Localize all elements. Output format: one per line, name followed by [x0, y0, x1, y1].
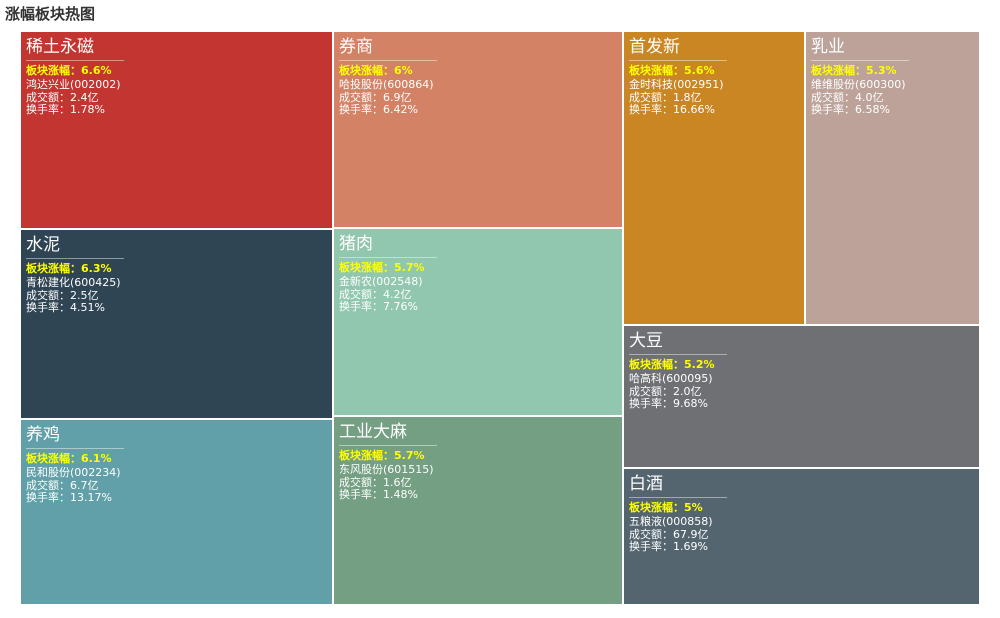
sector-name: 工业大麻 [339, 422, 407, 442]
sector-name: 白酒 [629, 474, 663, 494]
label-divider [26, 258, 124, 259]
sector-rise: 板块涨幅：5.6% [629, 64, 715, 77]
label-divider [339, 60, 437, 61]
treemap-cell[interactable]: 稀土永磁板块涨幅：6.6% 鸿达兴业(002002) 成交额：2.4亿 换手率：1.7… [21, 32, 332, 228]
leading-stock: 鸿达兴业(002002) [26, 78, 121, 91]
treemap-cell[interactable]: 养鸡板块涨幅：6.1% 民和股份(002234) 成交额：6.7亿 换手率：13.17… [21, 420, 332, 604]
treemap-cell[interactable]: 券商板块涨幅：6% 哈投股份(600864) 成交额：6.9亿 换手率：6.42% [334, 32, 622, 227]
sector-name: 大豆 [629, 331, 663, 351]
trade-volume: 成交额：2.0亿 [629, 385, 702, 398]
sector-name: 水泥 [26, 235, 60, 255]
turnover-rate: 换手率：1.69% [629, 540, 708, 553]
sector-rise: 板块涨幅：5.7% [339, 449, 425, 462]
sector-rise: 板块涨幅：5.2% [629, 358, 715, 371]
label-divider [811, 60, 909, 61]
treemap-cell[interactable]: 首发新板块涨幅：5.6% 金时科技(002951) 成交额：1.8亿 换手率：16.6… [624, 32, 804, 324]
label-divider [26, 60, 124, 61]
treemap-cell[interactable]: 白酒板块涨幅：5% 五粮液(000858) 成交额：67.9亿 换手率：1.69% [624, 469, 979, 604]
treemap-cell[interactable]: 乳业板块涨幅：5.3% 维维股份(600300) 成交额：4.0亿 换手率：6.58% [806, 32, 979, 324]
sector-rise: 板块涨幅：5.7% [339, 261, 425, 274]
treemap-cell[interactable]: 猪肉板块涨幅：5.7% 金新农(002548) 成交额：4.2亿 换手率：7.76% [334, 229, 622, 415]
trade-volume: 成交额：4.2亿 [339, 288, 412, 301]
sector-rise: 板块涨幅：6% [339, 64, 413, 77]
label-divider [339, 257, 437, 258]
label-divider [339, 445, 437, 446]
turnover-rate: 换手率：13.17% [26, 491, 112, 504]
sector-name: 稀土永磁 [26, 37, 94, 57]
trade-volume: 成交额：1.6亿 [339, 476, 412, 489]
leading-stock: 金新农(002548) [339, 275, 423, 288]
trade-volume: 成交额：1.8亿 [629, 91, 702, 104]
leading-stock: 哈投股份(600864) [339, 78, 434, 91]
sector-rise: 板块涨幅：6.1% [26, 452, 112, 465]
label-divider [629, 497, 727, 498]
trade-volume: 成交额：6.9亿 [339, 91, 412, 104]
sector-rise: 板块涨幅：6.3% [26, 262, 112, 275]
sector-rise: 板块涨幅：5.3% [811, 64, 897, 77]
trade-volume: 成交额：6.7亿 [26, 479, 99, 492]
sector-name: 乳业 [811, 37, 845, 57]
label-divider [26, 448, 124, 449]
trade-volume: 成交额：67.9亿 [629, 528, 709, 541]
label-divider [629, 354, 727, 355]
sector-rise: 板块涨幅：5% [629, 501, 703, 514]
leading-stock: 民和股份(002234) [26, 466, 121, 479]
turnover-rate: 换手率：6.58% [811, 103, 890, 116]
turnover-rate: 换手率：7.76% [339, 300, 418, 313]
trade-volume: 成交额：4.0亿 [811, 91, 884, 104]
trade-volume: 成交额：2.5亿 [26, 289, 99, 302]
leading-stock: 东风股份(601515) [339, 463, 434, 476]
trade-volume: 成交额：2.4亿 [26, 91, 99, 104]
chart-title: 涨幅板块热图 [5, 5, 96, 23]
turnover-rate: 换手率：4.51% [26, 301, 105, 314]
label-divider [629, 60, 727, 61]
sector-rise: 板块涨幅：6.6% [26, 64, 112, 77]
turnover-rate: 换手率：1.78% [26, 103, 105, 116]
leading-stock: 金时科技(002951) [629, 78, 724, 91]
leading-stock: 五粮液(000858) [629, 515, 713, 528]
leading-stock: 哈高科(600095) [629, 372, 713, 385]
treemap-cell[interactable]: 大豆板块涨幅：5.2% 哈高科(600095) 成交额：2.0亿 换手率：9.68% [624, 326, 979, 467]
sector-name: 首发新 [629, 37, 680, 57]
turnover-rate: 换手率：6.42% [339, 103, 418, 116]
leading-stock: 维维股份(600300) [811, 78, 906, 91]
sector-name: 养鸡 [26, 425, 60, 445]
sector-name: 券商 [339, 37, 373, 57]
sector-name: 猪肉 [339, 234, 373, 254]
turnover-rate: 换手率：9.68% [629, 397, 708, 410]
treemap-cell[interactable]: 工业大麻板块涨幅：5.7% 东风股份(601515) 成交额：1.6亿 换手率：1.4… [334, 417, 622, 604]
leading-stock: 青松建化(600425) [26, 276, 121, 289]
treemap-cell[interactable]: 水泥板块涨幅：6.3% 青松建化(600425) 成交额：2.5亿 换手率：4.51% [21, 230, 332, 418]
turnover-rate: 换手率：1.48% [339, 488, 418, 501]
turnover-rate: 换手率：16.66% [629, 103, 715, 116]
